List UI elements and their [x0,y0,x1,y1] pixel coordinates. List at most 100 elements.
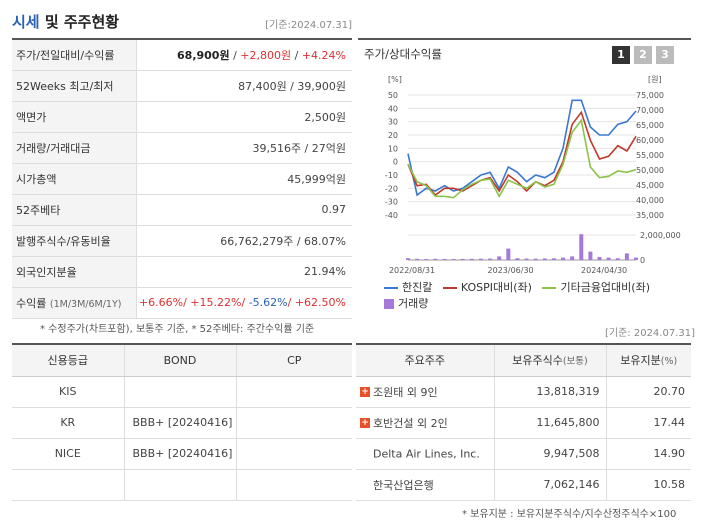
left-tick-label: -10 [385,171,398,180]
legend-s3: 기타금융업대비(좌) [560,281,650,294]
credit-cp [235,376,352,408]
current-price: 68,900원 [177,48,230,62]
holder-name: Delta Air Lines, Inc. [373,447,480,461]
mcap-value: 45,999억원 [136,163,352,195]
table-row: + 호반건설 외 2인 11,645,800 17.44 [356,407,691,439]
credit-bond: BBB+ [20240416] [123,438,236,470]
info-footnote: * 수정주가(차트포함), 보통주 기준, * 52주베타: 주간수익률 기준 [40,324,315,335]
credit-bond [123,469,236,501]
left-tick-label: 10 [388,144,398,153]
left-tick-label: 0 [393,158,398,167]
volume-bar [406,258,410,260]
volume-bar [497,256,502,260]
stock-info-table: 주가/전일대비/수익률 68,900원 / +2,800원 / +4.24% 5… [12,38,352,319]
series-line-s2 [407,110,637,197]
volume-bar [570,256,575,260]
info-row-return: 수익률 (1M/3M/6M/1Y) +6.66%/ +15.22%/ -5.62… [12,287,352,319]
x-tick-label: 2024/04/30 [581,266,627,275]
left-tick-label: 50 [388,91,398,100]
shares-label: 발행주식수/유동비율 [12,225,137,257]
volume-bar [588,251,593,260]
expand-icon[interactable]: + [360,417,370,428]
w52-value: 87,400원 / 39,900원 [136,70,352,102]
info-row-par: 액면가 2,500원 [12,101,352,133]
volume-label: 거래량/거래대금 [12,132,137,164]
legend-s2: KOSPI대비(좌) [460,281,532,294]
x-tick-label: 2022/08/31 [389,266,435,275]
series-line-s1 [407,99,637,197]
credit-cp [235,407,352,439]
foreign-label: 외국인지분율 [12,256,137,288]
return-label-sub: (1M/3M/6M/1Y) [49,298,122,310]
holder-ratio: 17.44 [605,407,691,439]
holders-header-shares: 보유주식수(보통) [493,344,606,377]
table-row: KIS [12,376,352,408]
volume-bar [597,257,602,260]
right-tick-label: 75,000 [636,91,664,100]
credit-header-cp: CP [235,344,352,377]
info-row-52w: 52Weeks 최고/최저 87,400원 / 39,900원 [12,70,352,102]
legend-swatch-s1 [384,287,398,289]
table-row: Delta Air Lines, Inc. 9,947,508 14.90 [356,438,691,470]
chart-svg: [%] [원] 50 40 30 20 10 0 -10 -20 -30 -40 75,000 70,… [385,75,681,275]
par-value: 2,500원 [136,101,352,133]
info-row-mcap: 시가총액 45,999억원 [12,163,352,195]
return-6m: -5.62% [248,296,288,309]
shares-value: 66,762,279주 / 68.07% [136,225,352,257]
left-tick-label: 40 [388,104,398,113]
legend-swatch-s3 [542,287,557,289]
right-tick-label: 65,000 [636,121,664,130]
w52-label: 52Weeks 최고/최저 [12,70,137,102]
return-value: +6.66%/ +15.22%/ -5.62%/ +62.50% [136,287,352,319]
holders-footnote: * 보유지분 : 보유지분주식수/지수산정주식수×100 [462,509,677,520]
price-label: 주가/전일대비/수익률 [12,39,137,71]
right-tick-label: 40,000 [636,196,664,205]
table-row: KR BBB+ [20240416] [12,407,352,439]
volume-bar [606,257,611,260]
chart-page-3-button[interactable]: 3 [656,46,674,64]
credit-rating-table: 신용등급 BOND CP KIS KR BBB+ [20240416] NICE… [12,343,352,501]
expand-icon[interactable]: + [360,386,370,397]
info-row-beta: 52주베타 0.97 [12,194,352,226]
price-rate: +4.24% [301,48,346,62]
title-part-a: 시세 [12,13,40,31]
holder-shares: 7,062,146 [493,469,606,501]
left-tick-label: -20 [385,184,398,193]
section-header: 시세 및 주주현황 [기준:2024.07.31] [12,8,352,34]
credit-agency: KR [12,407,124,439]
chart-legend-row-2: 거래량 [384,295,428,311]
return-1m: +6.66% [138,296,184,309]
volume-bar [488,258,493,260]
credit-cp [235,469,352,501]
return-label: 수익률 (1M/3M/6M/1Y) [12,287,137,319]
section-title: 시세 및 주주현황 [12,11,119,32]
volume-tick-label: 0 [640,256,645,265]
table-row: 한국산업은행 7,062,146 10.58 [356,469,691,501]
price-chart-panel: 주가/상대수익률 1 2 3 [%] [원] 50 40 30 20 10 0 -10 -20… [358,38,691,312]
left-axis-unit: [%] [388,75,402,84]
chart-page-1-button[interactable]: 1 [612,46,630,64]
holder-name: 호반건설 외 2인 [373,416,448,430]
volume-value: 39,516주 / 27억원 [136,132,352,164]
chart-page-2-button[interactable]: 2 [634,46,652,64]
series-line-s3 [407,118,637,199]
volume-bar [424,259,429,260]
right-tick-label: 35,000 [636,211,664,220]
info-row-price: 주가/전일대비/수익률 68,900원 / +2,800원 / +4.24% [12,39,352,71]
info-row-volume: 거래량/거래대금 39,516주 / 27억원 [12,132,352,164]
holder-name: 조원태 외 9인 [373,385,438,399]
volume-bar [469,258,474,260]
right-tick-label: 45,000 [636,181,664,190]
par-label: 액면가 [12,101,137,133]
holder-ratio: 14.90 [605,438,691,470]
table-row [12,469,352,501]
credit-agency: KIS [12,376,124,408]
holder-shares: 13,818,319 [493,376,606,408]
holder-name-cell: + 조원태 외 9인 [356,376,494,408]
x-tick-label: 2023/06/30 [488,266,534,275]
holder-shares: 11,645,800 [493,407,606,439]
holder-name-cell: + 호반건설 외 2인 [356,407,494,439]
reference-date: [기준:2024.07.31] [265,20,352,31]
return-1y: +62.50% [294,296,346,309]
volume-bar [524,258,529,260]
